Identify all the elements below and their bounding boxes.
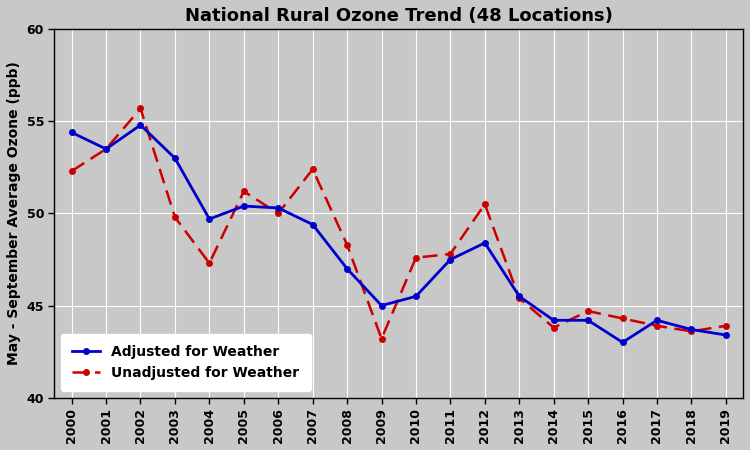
Unadjusted for Weather [652,323,662,328]
Line: Adjusted for Weather: Adjusted for Weather [69,122,728,345]
Unadjusted for Weather [205,261,214,266]
Adjusted for Weather [722,332,730,338]
Adjusted for Weather [480,240,489,246]
Unadjusted for Weather [170,215,179,220]
Adjusted for Weather [239,203,248,209]
Adjusted for Weather [412,294,421,299]
Adjusted for Weather [514,294,523,299]
Adjusted for Weather [377,303,386,308]
Adjusted for Weather [205,216,214,222]
Adjusted for Weather [584,318,592,323]
Adjusted for Weather [68,130,76,135]
Legend: Adjusted for Weather, Unadjusted for Weather: Adjusted for Weather, Unadjusted for Wea… [62,333,310,391]
Adjusted for Weather [308,222,317,227]
Adjusted for Weather [274,205,283,211]
Unadjusted for Weather [480,202,489,207]
Unadjusted for Weather [308,166,317,172]
Unadjusted for Weather [549,325,558,330]
Unadjusted for Weather [618,316,627,321]
Adjusted for Weather [549,318,558,323]
Unadjusted for Weather [412,255,421,261]
Title: National Rural Ozone Trend (48 Locations): National Rural Ozone Trend (48 Locations… [184,7,613,25]
Line: Unadjusted for Weather: Unadjusted for Weather [69,106,728,342]
Adjusted for Weather [618,340,627,345]
Adjusted for Weather [652,318,662,323]
Unadjusted for Weather [514,296,523,301]
Unadjusted for Weather [446,251,455,256]
Unadjusted for Weather [687,328,696,334]
Unadjusted for Weather [343,242,352,248]
Unadjusted for Weather [584,308,592,314]
Unadjusted for Weather [274,211,283,216]
Unadjusted for Weather [239,189,248,194]
Adjusted for Weather [170,156,179,161]
Adjusted for Weather [101,146,110,152]
Unadjusted for Weather [68,168,76,174]
Adjusted for Weather [343,266,352,271]
Adjusted for Weather [687,327,696,332]
Unadjusted for Weather [101,146,110,152]
Y-axis label: May - September Average Ozone (ppb): May - September Average Ozone (ppb) [7,62,21,365]
Unadjusted for Weather [377,336,386,342]
Unadjusted for Weather [136,106,145,111]
Adjusted for Weather [446,257,455,262]
Unadjusted for Weather [722,323,730,328]
Adjusted for Weather [136,122,145,128]
